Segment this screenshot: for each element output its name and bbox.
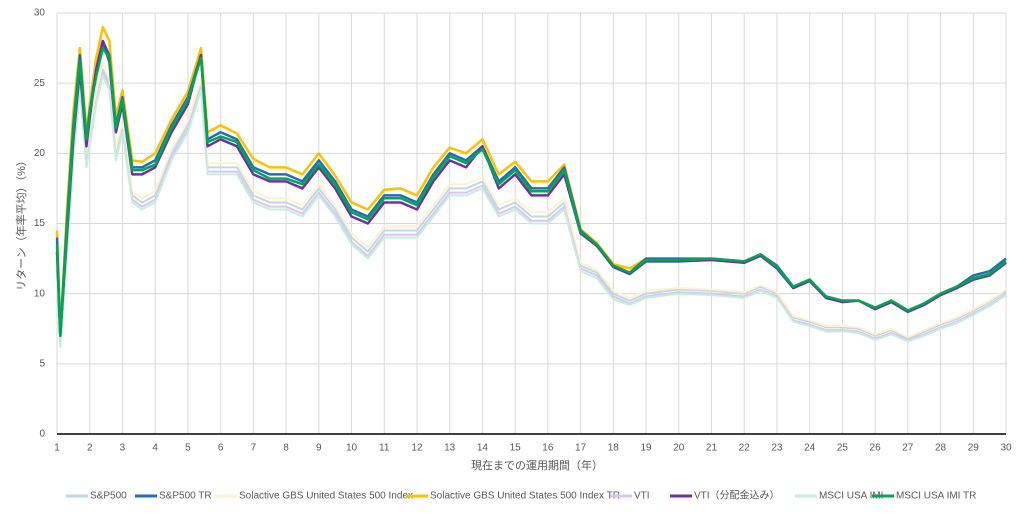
x-tick-label: 6 [218, 443, 224, 454]
legend-label: MSCI USA IMI [819, 491, 883, 502]
x-tick-label: 1 [54, 443, 60, 454]
x-tick-label: 30 [1000, 443, 1012, 454]
x-tick-label: 20 [673, 443, 685, 454]
series-line [56, 61, 1007, 341]
y-tick-label: 10 [34, 288, 46, 299]
x-tick-label: 19 [640, 443, 652, 454]
x-tick-label: 13 [444, 443, 456, 454]
y-tick-label: 20 [34, 148, 46, 159]
x-tick-label: 2 [87, 443, 93, 454]
series-line [56, 72, 1007, 347]
y-axis-title: リターン（年率平均）（%） [14, 155, 28, 291]
x-tick-label: 7 [251, 443, 257, 454]
x-tick-label: 10 [346, 443, 358, 454]
x-tick-label: 8 [283, 443, 289, 454]
x-tick-label: 12 [411, 443, 423, 454]
y-tick-label: 25 [34, 78, 46, 89]
legend-label: MSCI USA IMI TR [896, 491, 976, 502]
x-tick-label: 28 [935, 443, 947, 454]
x-tick-label: 25 [837, 443, 849, 454]
x-axis-title: 現在までの運用期間（年） [471, 458, 603, 472]
x-tick-label: 23 [771, 443, 783, 454]
x-tick-label: 29 [968, 443, 980, 454]
x-tick-label: 27 [902, 443, 914, 454]
x-tick-label: 15 [510, 443, 522, 454]
x-tick-label: 4 [152, 443, 158, 454]
legend-label: VTI [634, 491, 650, 502]
x-tick-label: 18 [608, 443, 620, 454]
x-tick-label: 14 [477, 443, 489, 454]
legend-label: Solactive GBS United States 500 Index TR [430, 491, 620, 502]
x-tick-label: 9 [316, 443, 322, 454]
legend-label: Solactive GBS United States 500 Index [239, 491, 413, 502]
legend-label: VTI（分配金込み） [694, 489, 780, 502]
x-tick-label: 11 [379, 443, 390, 454]
x-tick-label: 26 [870, 443, 882, 454]
x-tick-label: 24 [804, 443, 816, 454]
series-line [56, 75, 1007, 348]
legend-label: S&P500 TR [159, 491, 212, 502]
y-tick-label: 0 [39, 429, 45, 440]
legend-label: S&P500 [90, 491, 127, 502]
x-tick-label: 22 [739, 443, 751, 454]
series-line [55, 25, 1007, 335]
x-tick-label: 5 [185, 443, 191, 454]
series-line [55, 46, 1007, 338]
x-tick-label: 3 [120, 443, 126, 454]
y-tick-label: 15 [34, 218, 46, 229]
x-tick-label: 16 [542, 443, 554, 454]
y-tick-label: 30 [34, 8, 46, 19]
x-tick-label: 21 [706, 443, 718, 454]
x-tick-label: 17 [575, 443, 587, 454]
y-tick-label: 5 [39, 358, 45, 369]
